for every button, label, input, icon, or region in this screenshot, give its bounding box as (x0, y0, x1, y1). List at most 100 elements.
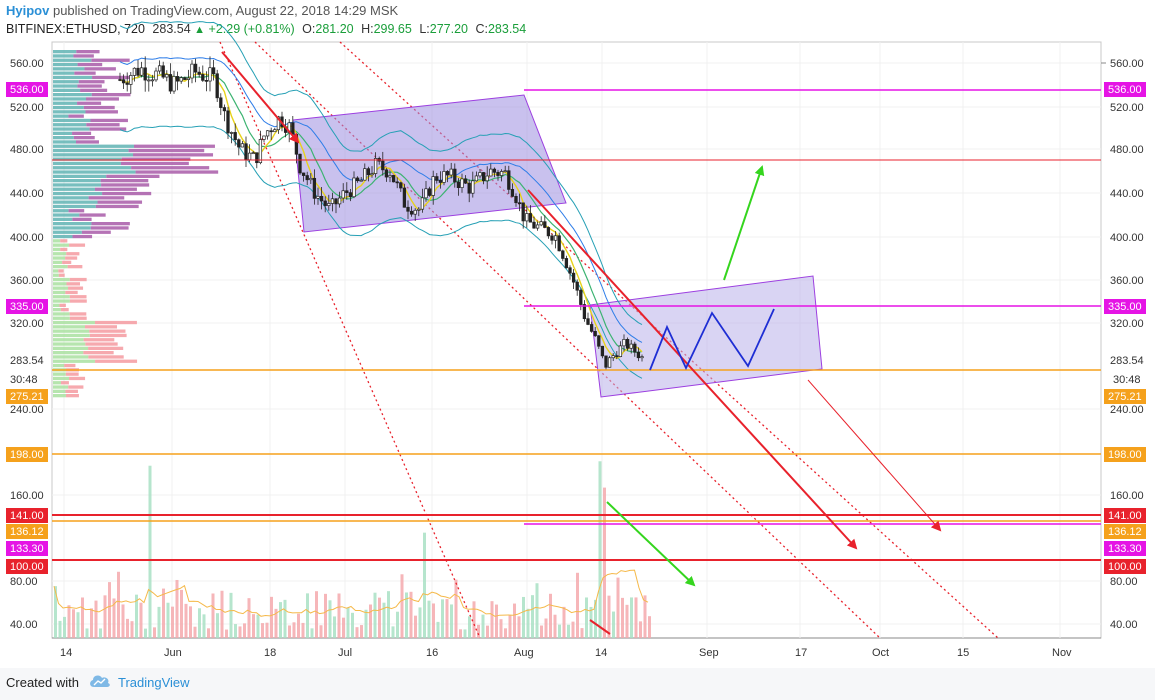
candle-body (341, 190, 345, 199)
zigzag-projection[interactable] (649, 308, 775, 371)
volume-profile-bar (53, 277, 70, 282)
volume-bar (459, 629, 462, 638)
candle-body (219, 97, 223, 108)
arrow-down-2[interactable] (527, 189, 858, 550)
volume-profile-bar (67, 265, 83, 269)
volume-profile-bar (97, 200, 143, 204)
volume-bar (144, 628, 147, 638)
volume-profile-bar (79, 213, 106, 217)
volume-profile-bar (64, 363, 76, 368)
left-axis: 560.00 520.00 480.00 440.00 400.00 360.0… (10, 58, 44, 631)
tradingview-logo-icon[interactable] (88, 673, 112, 689)
volume-profile-bar (53, 54, 74, 58)
volume-bar (202, 614, 206, 638)
volume-profile-bar (53, 308, 61, 312)
volume-profile-bar (53, 148, 129, 153)
volume-profile-bar (90, 118, 128, 123)
volume-profile-bar (53, 381, 61, 385)
candle-body (442, 171, 446, 183)
open-value: 281.20 (315, 22, 354, 36)
arrow-up-green[interactable] (723, 165, 765, 281)
volume-profile-bar (73, 54, 94, 58)
volume-profile (53, 50, 219, 398)
candle-body (449, 168, 453, 176)
x-tick-label: Oct (872, 647, 889, 659)
volume-profile-bar (53, 179, 101, 183)
volume-profile-bar (86, 123, 120, 127)
volume-bar (306, 593, 309, 638)
volume-profile-bar (89, 329, 126, 333)
candle-body (489, 168, 493, 177)
price-levels (52, 89, 1101, 561)
arrow-down-green[interactable] (606, 501, 696, 587)
candle-body (402, 187, 407, 208)
volume-profile-bar (53, 196, 89, 200)
candle-body (276, 116, 281, 131)
volume-profile-bar (58, 269, 64, 273)
volume-bar (346, 607, 350, 638)
volume-profile-bar (53, 316, 70, 320)
y-tick-label: 160.00 (1110, 490, 1144, 502)
volume-profile-bar (53, 50, 77, 54)
candle-body (478, 172, 482, 177)
y-tick-label: 283.54 (1110, 355, 1144, 367)
volume-bar (171, 606, 174, 638)
volume-profile-bar (53, 213, 80, 217)
x-tick-label: Nov (1052, 647, 1072, 659)
volume-bar (409, 591, 413, 638)
volume-profile-bar (95, 359, 138, 363)
volume-profile-bar (53, 243, 70, 247)
volume-profile-bar (59, 303, 66, 307)
volume-profile-bar (66, 252, 80, 256)
candle-body (582, 304, 587, 320)
volume-profile-bar (77, 62, 103, 67)
volume-bar (540, 625, 543, 638)
candle-body (215, 73, 219, 99)
volume-bar (441, 599, 444, 638)
y-tick-label: 360.00 (10, 275, 44, 287)
volume-bar (153, 627, 156, 638)
close-label: C: (475, 22, 488, 36)
candle-body (150, 79, 155, 82)
consolidation-box-1[interactable] (292, 94, 567, 233)
volume-profile-bar (94, 320, 137, 325)
x-tick-label: 18 (264, 647, 276, 659)
price-chart[interactable]: 560.00 520.00 480.00 440.00 400.00 360.0… (0, 0, 1155, 668)
volume-bar (612, 611, 615, 638)
volume-profile-bar (100, 179, 149, 183)
volume-bar (234, 624, 237, 638)
volume-bar (553, 614, 557, 638)
candle-body (424, 188, 428, 199)
volume-profile-bar (53, 273, 59, 277)
volume-bar (297, 613, 300, 638)
volume-profile-bar (60, 247, 68, 252)
x-axis: 14 Jun 18 Jul 16 Aug 14 Sep 17 Oct 15 No… (60, 647, 1072, 659)
up-triangle-icon: ▲ (194, 24, 206, 36)
volume-profile-bar (53, 351, 84, 355)
volume-bar (432, 603, 435, 638)
volume-bar (225, 629, 228, 638)
volume-bar (472, 601, 476, 638)
volume-bar (585, 597, 588, 638)
candle-body (154, 70, 158, 81)
volume-profile-bar (89, 333, 127, 338)
volume-profile-bar (53, 355, 89, 359)
arrow-down-3[interactable] (807, 379, 942, 532)
volume-profile-bar (60, 381, 69, 385)
tradingview-brand[interactable]: TradingView (118, 675, 190, 690)
volume-bar (427, 600, 431, 638)
volume-bar (589, 606, 593, 638)
volume-profile-bar (75, 140, 99, 144)
volume-bar (504, 628, 507, 638)
arrow-down-1[interactable] (221, 51, 300, 144)
volume-profile-bar (65, 256, 78, 260)
volume-profile-bar (53, 131, 73, 135)
candle-body (193, 63, 198, 73)
volume-bar (454, 579, 458, 638)
ohlc-line: BITFINEX:ETHUSD, 720 283.54 ▲ +2.29 (+0.… (6, 22, 526, 36)
candle-body (309, 177, 313, 181)
y-tick-label: 320.00 (10, 318, 44, 330)
price-tag-label: 275.21 (1108, 391, 1142, 403)
price-tag (1104, 541, 1146, 556)
author-name[interactable]: Hyipov (6, 3, 50, 18)
